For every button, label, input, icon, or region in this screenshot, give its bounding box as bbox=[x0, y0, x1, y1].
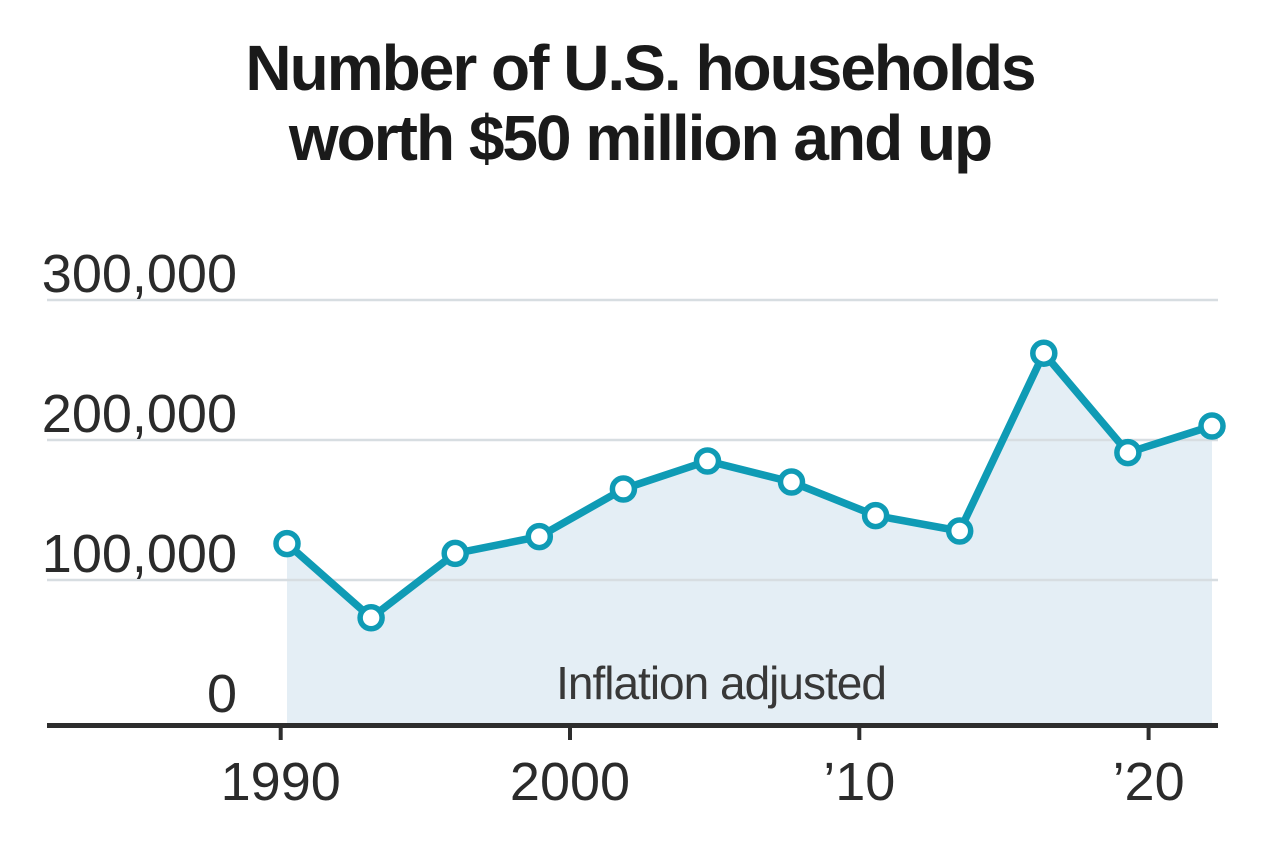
data-point-2004 bbox=[693, 447, 722, 475]
y-axis-label-100000: 100,000 bbox=[42, 524, 237, 584]
data-point-2016 bbox=[1030, 339, 1058, 367]
x-axis-line bbox=[47, 723, 1218, 728]
x-axis-layer bbox=[47, 723, 1218, 740]
chart-title-line1: Number of U.S. households bbox=[245, 32, 1036, 104]
y-axis-label-200000: 200,000 bbox=[42, 384, 237, 444]
data-line-layer bbox=[284, 349, 1214, 622]
data-point-1995 bbox=[441, 539, 469, 568]
x-axis-label-1990: 1990 bbox=[221, 752, 341, 812]
x-axis-tick-10 bbox=[857, 723, 862, 740]
gridlines-layer bbox=[47, 298, 1218, 582]
y-axis-labels: 0 100,000 200,000 300,000 bbox=[42, 244, 237, 724]
area-fill-layer bbox=[287, 353, 1212, 723]
data-point-2010 bbox=[861, 501, 890, 530]
area-fill bbox=[287, 353, 1212, 723]
data-points-layer bbox=[273, 339, 1226, 632]
x-axis-tick-20 bbox=[1146, 723, 1151, 740]
y-axis-label-0: 0 bbox=[207, 664, 237, 724]
chart-title-line2: worth $50 million and up bbox=[288, 102, 993, 174]
x-axis-label-20: ’20 bbox=[1113, 752, 1185, 812]
x-axis-tick-2000 bbox=[568, 723, 572, 740]
y-axis-label-300000: 300,000 bbox=[42, 244, 237, 304]
chart-title: Number of U.S. households worth $50 mill… bbox=[0, 33, 1280, 173]
data-point-1998 bbox=[525, 522, 554, 551]
data-point-1989 bbox=[273, 529, 301, 558]
x-axis-label-2000: 2000 bbox=[510, 752, 630, 812]
x-axis-tick-1990 bbox=[278, 723, 283, 740]
data-line bbox=[284, 349, 1214, 622]
x-axis-label-10: ’10 bbox=[823, 752, 895, 812]
data-point-2001 bbox=[609, 475, 638, 503]
data-point-2019 bbox=[1114, 438, 1142, 467]
data-point-2007 bbox=[777, 468, 806, 496]
data-point-2013 bbox=[945, 517, 974, 545]
annotation-inflation-adjusted: Inflation adjusted bbox=[556, 657, 886, 709]
data-point-2022 bbox=[1198, 412, 1226, 440]
x-axis-labels: 1990 2000 ’10 ’20 bbox=[221, 752, 1185, 812]
data-point-1992 bbox=[357, 604, 385, 632]
